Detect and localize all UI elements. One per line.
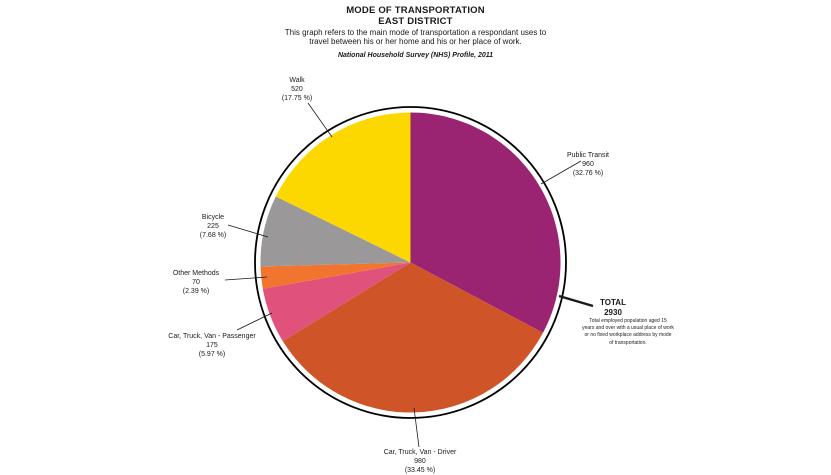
public-transit-label-pct: (32.76 %): [572, 170, 604, 177]
public-transit-label-value: 960: [582, 161, 594, 168]
total-footnote: Total employed population aged 15 years …: [582, 318, 674, 347]
chart-source-citation: National Household Survey (NHS) Profile,…: [337, 52, 494, 59]
bicycle-label-pct: (7.68 %): [199, 232, 227, 239]
leader-lines-group: [224, 102, 594, 448]
total-value: 2930: [604, 307, 622, 317]
other-methods-leader-line: [224, 276, 268, 281]
other-methods-label: Other Methods 70 (2.39 %): [173, 269, 219, 296]
passenger-label-name: Car, Truck, Van - Passenger: [168, 333, 256, 340]
chart-header: MODE OF TRANSPORTATION EAST DISTRICT Thi…: [0, 5, 831, 59]
driver-label-name: Car, Truck, Van - Driver: [383, 449, 457, 456]
bicycle-label-value: 225: [207, 223, 219, 230]
other-methods-label-pct: (2.39 %): [182, 288, 210, 295]
bicycle-leader-line: [227, 224, 269, 238]
pie-slice-other-methods: [260, 262, 411, 289]
passenger-label-value: 175: [206, 342, 218, 349]
total-footnote-line4: of transportation.: [609, 339, 647, 346]
total-label: TOTAL 2930: [600, 298, 626, 317]
passenger-leader-line: [236, 312, 273, 331]
other-methods-label-name: Other Methods: [172, 270, 220, 277]
pie-slice-public-transit: [410, 112, 561, 333]
walk-label-value: 520: [291, 86, 303, 93]
walk-label-pct: (17.75 %): [281, 95, 313, 102]
driver-leader-line: [413, 407, 420, 448]
transit-leader-line: [540, 160, 582, 185]
driver-label-value: 980: [414, 458, 426, 465]
pie-slice-walk: [275, 112, 411, 263]
pie-slices-group: [260, 112, 561, 413]
bicycle-label: Bicycle 225 (7.68 %): [200, 213, 226, 240]
chart-subtitle: EAST DISTRICT: [378, 16, 453, 27]
total-footnote-line1: Total employed population aged 15: [589, 318, 667, 324]
chart-description: This graph refers to the main mode of tr…: [0, 28, 831, 46]
walk-label: Walk 520 (17.75 %): [282, 76, 312, 103]
pie-outer-ring: [254, 106, 567, 419]
bicycle-label-name: Bicycle: [201, 214, 225, 221]
pie-slice-car-truck-van-driver: [282, 262, 543, 413]
driver-label-pct: (33.45 %): [404, 467, 436, 474]
other-methods-label-value: 70: [192, 279, 200, 286]
passenger-label: Car, Truck, Van - Passenger 175 (5.97 %): [168, 332, 255, 359]
driver-label: Car, Truck, Van - Driver 980 (33.45 %): [384, 448, 457, 475]
passenger-label-pct: (5.97 %): [198, 351, 226, 358]
chart-description-line2: travel between his or her home and his o…: [309, 37, 522, 46]
walk-label-name: Walk: [289, 77, 305, 84]
pie-slice-car-truck-van-passenger: [262, 262, 411, 342]
public-transit-label: Public Transit 960 (32.76 %): [567, 151, 609, 178]
total-title: TOTAL: [600, 298, 626, 307]
total-leader-line: [558, 294, 594, 308]
chart-title: MODE OF TRANSPORTATION: [346, 5, 485, 16]
total-footnote-line3: or no fixed workplace address by mode: [584, 332, 672, 339]
total-footnote-line2: years and over with a usual place of wor…: [582, 325, 674, 332]
pie-slice-bicycle: [260, 196, 411, 267]
walk-leader-line: [307, 102, 333, 138]
public-transit-label-name: Public Transit: [566, 152, 610, 159]
chart-description-line1: This graph refers to the main mode of tr…: [284, 28, 547, 37]
